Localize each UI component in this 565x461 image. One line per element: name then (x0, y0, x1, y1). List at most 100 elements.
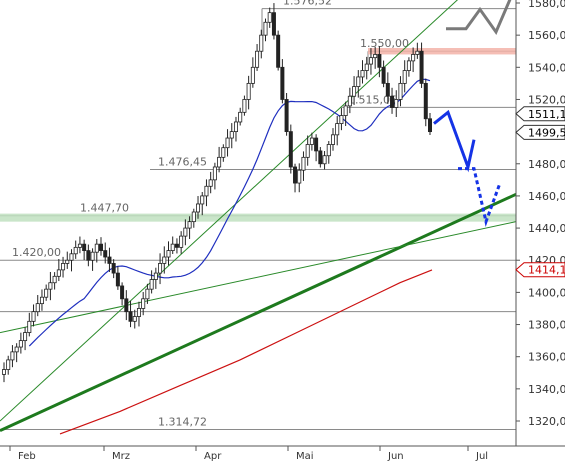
candle (250, 57, 255, 88)
level-label: 1.550,00 (360, 37, 409, 50)
candle (52, 272, 57, 290)
candle (208, 171, 213, 194)
candle (166, 241, 171, 266)
candle (339, 108, 344, 131)
candle (335, 116, 340, 146)
candle (411, 47, 416, 73)
price-badges: 1511,1 1499,5 1414,1 (515, 106, 565, 278)
candle (233, 116, 238, 142)
level-labels: 1.576,52 1.550,00 1.515,05 1.476,45 1.447,70… (12, 0, 409, 428)
candle (293, 163, 298, 193)
candle (174, 238, 179, 254)
candle (77, 236, 82, 254)
candle (149, 270, 154, 294)
candle (343, 101, 348, 126)
level-label: 1.447,70 (80, 202, 129, 215)
level-label: 1.576,52 (283, 0, 332, 8)
candle (394, 90, 399, 118)
candle (255, 44, 260, 71)
candle (406, 57, 411, 77)
candle (212, 162, 217, 190)
level-label: 1.420,00 (12, 246, 61, 259)
ma-red-line (59, 269, 433, 435)
x-tick-label: Feb (18, 451, 36, 461)
candle (305, 135, 310, 166)
candle (280, 59, 285, 104)
candle (183, 219, 188, 246)
candle (246, 75, 251, 110)
candle (356, 70, 361, 98)
candle (187, 216, 192, 239)
candle (115, 266, 120, 290)
candle (69, 249, 74, 272)
candle (90, 248, 95, 271)
candle (347, 87, 352, 114)
candle (377, 46, 382, 78)
candle (318, 147, 323, 168)
candle (242, 95, 247, 116)
candle (398, 76, 403, 107)
candle (191, 208, 196, 228)
candle (364, 56, 369, 80)
candle (18, 332, 23, 354)
candle (153, 267, 158, 289)
y-axis-ticks: 1320,001340,001360,001380,001400,001420,… (516, 0, 565, 428)
price-badge: 1414,1 (515, 262, 565, 278)
candle (390, 87, 395, 114)
candle (284, 93, 289, 136)
candle (276, 30, 281, 71)
candle (297, 163, 302, 193)
svg-text:1499,5: 1499,5 (528, 126, 565, 139)
candle (94, 239, 99, 263)
support-band (0, 213, 516, 222)
candle (124, 290, 129, 321)
y-tick-label: 1540,00 (528, 61, 565, 74)
candle (48, 271, 53, 301)
x-tick-label: Apr (204, 451, 222, 461)
candle (381, 60, 386, 88)
candle (259, 29, 264, 59)
y-tick-label: 1440,00 (528, 222, 565, 235)
candle (271, 3, 276, 40)
minor-trend-line (0, 221, 517, 334)
x-tick-label: Jul (475, 451, 488, 461)
candle (14, 343, 19, 363)
candle (27, 312, 32, 337)
candle (61, 256, 66, 278)
major-trend-line (0, 192, 517, 433)
support-zone (0, 48, 516, 222)
candle (6, 355, 11, 375)
candle (221, 144, 226, 162)
candle (309, 132, 314, 151)
candle (330, 128, 335, 151)
ma-blue-line (28, 78, 431, 347)
candle (132, 309, 137, 329)
candle (263, 18, 268, 42)
candle (423, 78, 428, 127)
candle (39, 289, 44, 311)
candle (99, 237, 104, 256)
candle (111, 259, 116, 279)
candle (373, 46, 378, 69)
candle (128, 300, 133, 328)
candle (238, 107, 243, 126)
candle (225, 129, 230, 157)
trend-lines (0, 0, 517, 433)
candle (326, 141, 331, 164)
moving-averages (28, 78, 433, 435)
resistance-band (368, 48, 516, 55)
candle (136, 301, 141, 327)
candle (368, 48, 373, 75)
y-tick-label: 1520,00 (528, 93, 565, 106)
candle (35, 295, 40, 317)
candle (427, 113, 432, 136)
projection-grey (446, 0, 512, 35)
x-tick-label: Mrz (112, 451, 130, 461)
y-tick-label: 1380,00 (528, 319, 565, 332)
x-tick-label: Mai (296, 451, 314, 461)
price-badge: 1511,1 (515, 106, 565, 122)
candle (301, 151, 306, 181)
candle (141, 291, 146, 316)
y-tick-label: 1580,00 (528, 0, 565, 10)
